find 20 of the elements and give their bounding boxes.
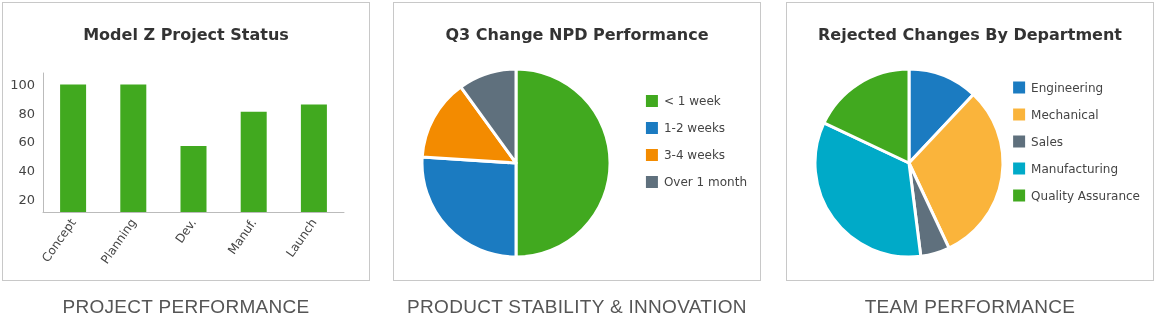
legend-label: Manufacturing xyxy=(1031,161,1119,176)
y-tick-label: 60 xyxy=(18,134,35,150)
chart-title: Q3 Change NPD Performance xyxy=(445,24,709,44)
y-tick-label: 20 xyxy=(18,191,35,207)
legend-label: Engineering xyxy=(1031,80,1104,95)
legend-label: < 1 week xyxy=(663,94,721,108)
chart-title: Model Z Project Status xyxy=(83,24,289,44)
text: PROJECT PERFORMANCE xyxy=(61,296,311,318)
y-tick-label: 80 xyxy=(18,105,35,121)
legend-label: Sales xyxy=(1031,134,1064,149)
text: PRODUCT STABILITY & INNOVATION xyxy=(406,296,748,318)
text: TEAM PERFORMANCE xyxy=(863,296,1077,318)
y-tick-label: 100 xyxy=(10,76,35,92)
legend-label: Quality Assurance xyxy=(1031,188,1141,203)
legend-label: 3-4 weeks xyxy=(663,148,726,162)
legend-label: Mechanical xyxy=(1031,107,1099,122)
legend-label: Over 1 month xyxy=(663,175,747,189)
chart-title: Rejected Changes By Department xyxy=(818,24,1123,44)
legend-label: 1-2 weeks xyxy=(663,121,726,135)
y-tick-label: 40 xyxy=(18,162,35,178)
